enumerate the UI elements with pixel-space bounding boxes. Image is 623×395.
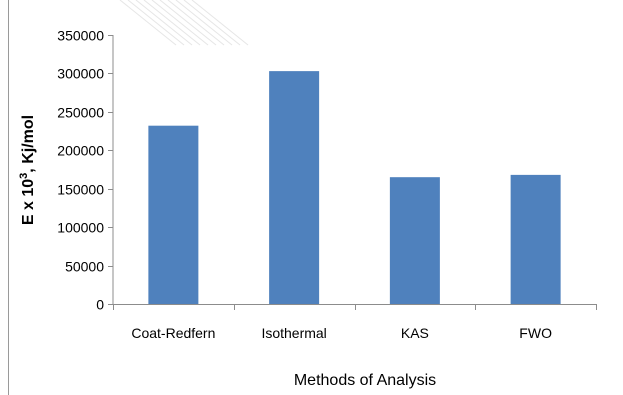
y-axis-title-unit: , Kj/mol [20,115,37,173]
bar-isothermal [269,71,320,304]
y-tick-label: 350000 [57,28,104,44]
y-tick-label: 150000 [57,182,104,198]
bar-fwo [510,174,561,304]
bar-coat-redfern [148,125,199,304]
y-tick-label: 300000 [57,66,104,82]
x-axis-title: Methods of Analysis [294,372,436,389]
y-tick-label: 0 [96,297,104,313]
x-tick-label: Isothermal [261,325,326,341]
x-tick-label: FWO [519,325,552,341]
chart-frame-left-border [8,0,9,395]
bars [148,71,561,304]
y-axis: 0 50000 100000 150000 200000 250000 300000 3500… [57,28,114,313]
y-tick-label: 250000 [57,105,104,121]
y-tick-label: 50000 [65,259,104,275]
watermark-hatch [119,0,249,46]
x-tick-label: Coat-Redfern [131,325,215,341]
y-axis-title-main: E x 10 [20,179,37,225]
y-tick-label: 100000 [57,220,104,236]
y-axis-title-superscript: 3 [18,173,30,179]
bar-kas [389,177,440,304]
x-tick-label: KAS [401,325,429,341]
y-axis-title: E x 103, Kj/mol [18,115,37,225]
x-axis: Coat-Redfern Isothermal KAS FWO [113,304,597,341]
y-tick-label: 200000 [57,143,104,159]
